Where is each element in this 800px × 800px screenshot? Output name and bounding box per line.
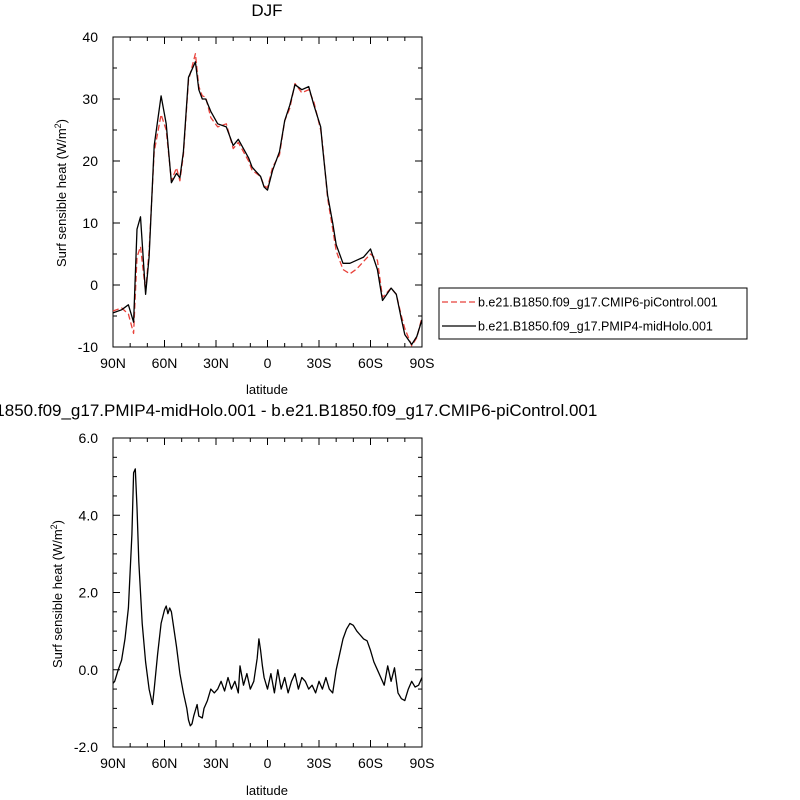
top-y-tick-label: 30 [82, 91, 98, 107]
bottom-y-tick-label: 0.0 [79, 662, 99, 678]
legend: b.e21.B1850.f09_g17.CMIP6-piControl.001 … [438, 287, 748, 340]
bottom-y-tick-label: -2.0 [74, 739, 98, 755]
bottom-series-group [112, 468, 423, 727]
top-x-tick-label: 60S [358, 355, 383, 371]
legend-box [438, 287, 748, 340]
top-chart-title: DJF [251, 1, 282, 20]
bottom-plot-frame [112, 437, 423, 748]
bottom-y-axis-label-text: Surf sensible heat (W/m [50, 529, 65, 668]
bottom-x-tick-label: 60S [358, 755, 383, 771]
bottom-x-tick-label: 90N [100, 755, 126, 771]
top-plot-frame [112, 36, 423, 348]
bottom-y-axis-label-superscript: 2 [49, 524, 59, 529]
bottom-y-tick-labels: -2.0 0.0 2.0 4.0 6.0 [74, 430, 98, 755]
top-x-tick-label: 30S [307, 355, 332, 371]
top-x-tick-label: 90N [100, 355, 126, 371]
top-y-tick-label: 40 [82, 29, 98, 45]
top-y-tick-label: 10 [82, 215, 98, 231]
top-y-axis-label-suffix: ) [54, 119, 69, 123]
top-y-axis-label-superscript: 2 [53, 123, 63, 128]
bottom-y-tick-label: 2.0 [79, 585, 99, 601]
top-panel: DJF 90N 60N 30N 0 30S 60S 90S -10 0 10 20 30 40 lat… [53, 1, 748, 397]
top-axis-ticks [112, 36, 423, 348]
top-series-group [112, 53, 423, 347]
top-x-tick-label: 90S [410, 355, 435, 371]
bottom-y-axis-label: Surf sensible heat (W/m2) [49, 520, 65, 668]
bottom-y-tick-label: 6.0 [79, 430, 99, 446]
top-x-tick-label: 60N [152, 355, 178, 371]
top-series-line-1 [112, 61, 423, 346]
bottom-y-tick-label: 4.0 [79, 507, 99, 523]
bottom-x-tick-label: 60N [152, 755, 178, 771]
bottom-y-axis-label-suffix: ) [50, 520, 65, 524]
legend-label-midholo: b.e21.B1850.f09_g17.PMIP4-midHolo.001 [478, 320, 713, 334]
top-y-axis-label: Surf sensible heat (W/m2) [53, 119, 69, 267]
bottom-x-tick-labels: 90N 60N 30N 0 30S 60S 90S [100, 755, 434, 771]
top-x-tick-label: 30N [203, 355, 229, 371]
top-y-tick-labels: -10 0 10 20 30 40 [78, 29, 98, 355]
top-y-tick-label: -10 [78, 339, 98, 355]
bottom-chart-title: b.e21.B1850.f09_g17.PMIP4-midHolo.001 - … [0, 401, 597, 420]
top-series-line-0 [112, 53, 423, 347]
top-x-tick-labels: 90N 60N 30N 0 30S 60S 90S [100, 355, 434, 371]
top-x-axis-label: latitude [246, 382, 288, 397]
bottom-x-tick-label: 30S [307, 755, 332, 771]
bottom-series-line-0 [112, 468, 423, 727]
bottom-x-tick-label: 90S [410, 755, 435, 771]
bottom-x-axis-label: latitude [246, 783, 288, 798]
bottom-x-tick-label: 30N [203, 755, 229, 771]
bottom-axis-ticks [112, 437, 423, 748]
legend-label-picontrol: b.e21.B1850.f09_g17.CMIP6-piControl.001 [478, 296, 718, 310]
top-y-axis-label-text: Surf sensible heat (W/m [54, 128, 69, 267]
top-x-tick-label: 0 [264, 355, 272, 371]
top-y-tick-label: 0 [90, 277, 98, 293]
top-y-tick-label: 20 [82, 153, 98, 169]
bottom-panel: b.e21.B1850.f09_g17.PMIP4-midHolo.001 - … [0, 401, 597, 798]
bottom-x-tick-label: 0 [264, 755, 272, 771]
